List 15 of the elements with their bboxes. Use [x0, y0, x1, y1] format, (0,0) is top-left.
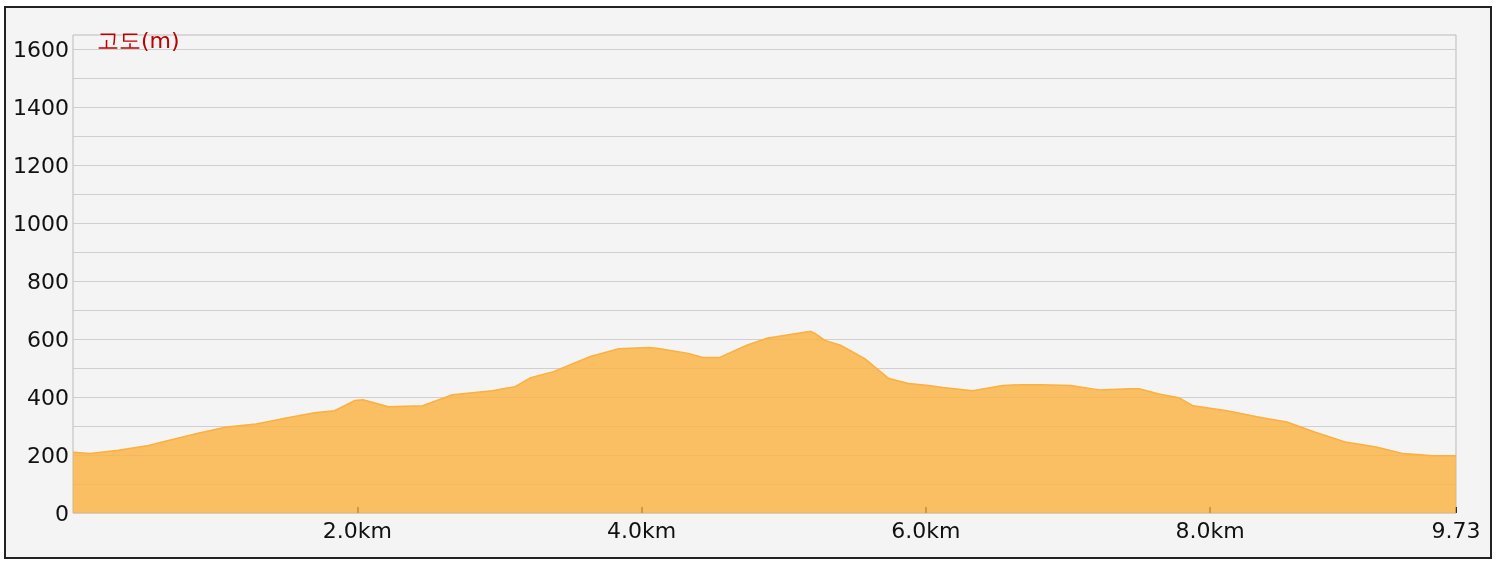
y-tick-label: 200 [27, 442, 69, 468]
y-tick-label: 1000 [13, 210, 69, 236]
x-tick-label: 4.0km [606, 517, 677, 543]
x-tick-label: 8.0km [1175, 517, 1245, 543]
y-tick-label: 1200 [13, 152, 69, 178]
y-tick-label: 0 [55, 500, 69, 526]
x-tick-label: 2.0km [322, 517, 392, 543]
y-axis-title: 고도(m) [97, 27, 180, 53]
y-tick-label: 800 [27, 268, 69, 294]
y-tick-label: 400 [27, 384, 69, 410]
x-tick-label: 6.0km [891, 517, 961, 543]
y-tick-label: 1400 [13, 94, 69, 120]
y-tick-label: 1600 [13, 36, 69, 62]
y-tick-label: 600 [27, 326, 69, 352]
x-tick-label: 9.73 [1431, 517, 1481, 543]
